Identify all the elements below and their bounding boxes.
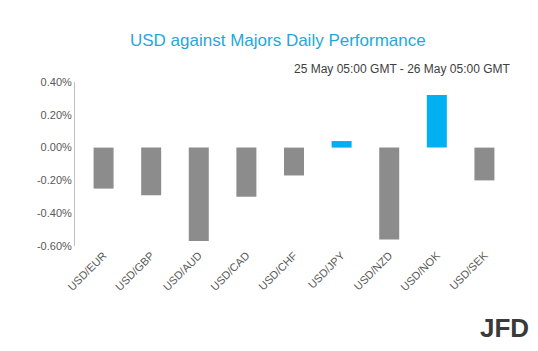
svg-text:USD/SEK: USD/SEK [447, 249, 490, 292]
svg-text:0.20%: 0.20% [41, 109, 72, 121]
svg-text:-0.20%: -0.20% [37, 174, 72, 186]
svg-text:USD/NOK: USD/NOK [398, 249, 442, 293]
svg-text:USD/CAD: USD/CAD [208, 249, 252, 293]
svg-text:USD/AUD: USD/AUD [161, 249, 205, 293]
svg-text:JFD: JFD [480, 313, 529, 343]
svg-text:USD/GBP: USD/GBP [113, 249, 156, 292]
svg-text:0.40%: 0.40% [41, 76, 72, 88]
svg-text:USD/EUR: USD/EUR [65, 249, 109, 293]
svg-text:0.00%: 0.00% [41, 141, 72, 153]
svg-text:USD against Majors Daily Perfo: USD against Majors Daily Performance [130, 31, 426, 50]
svg-text:USD/NZD: USD/NZD [351, 249, 394, 292]
svg-text:-0.40%: -0.40% [37, 207, 72, 219]
svg-text:USD/CHF: USD/CHF [256, 249, 299, 292]
svg-text:25 May 05:00 GMT - 26 May 05:0: 25 May 05:00 GMT - 26 May 05:00 GMT [294, 62, 511, 76]
svg-text:-0.60%: -0.60% [37, 240, 72, 252]
svg-text:USD/JPY: USD/JPY [306, 249, 348, 291]
